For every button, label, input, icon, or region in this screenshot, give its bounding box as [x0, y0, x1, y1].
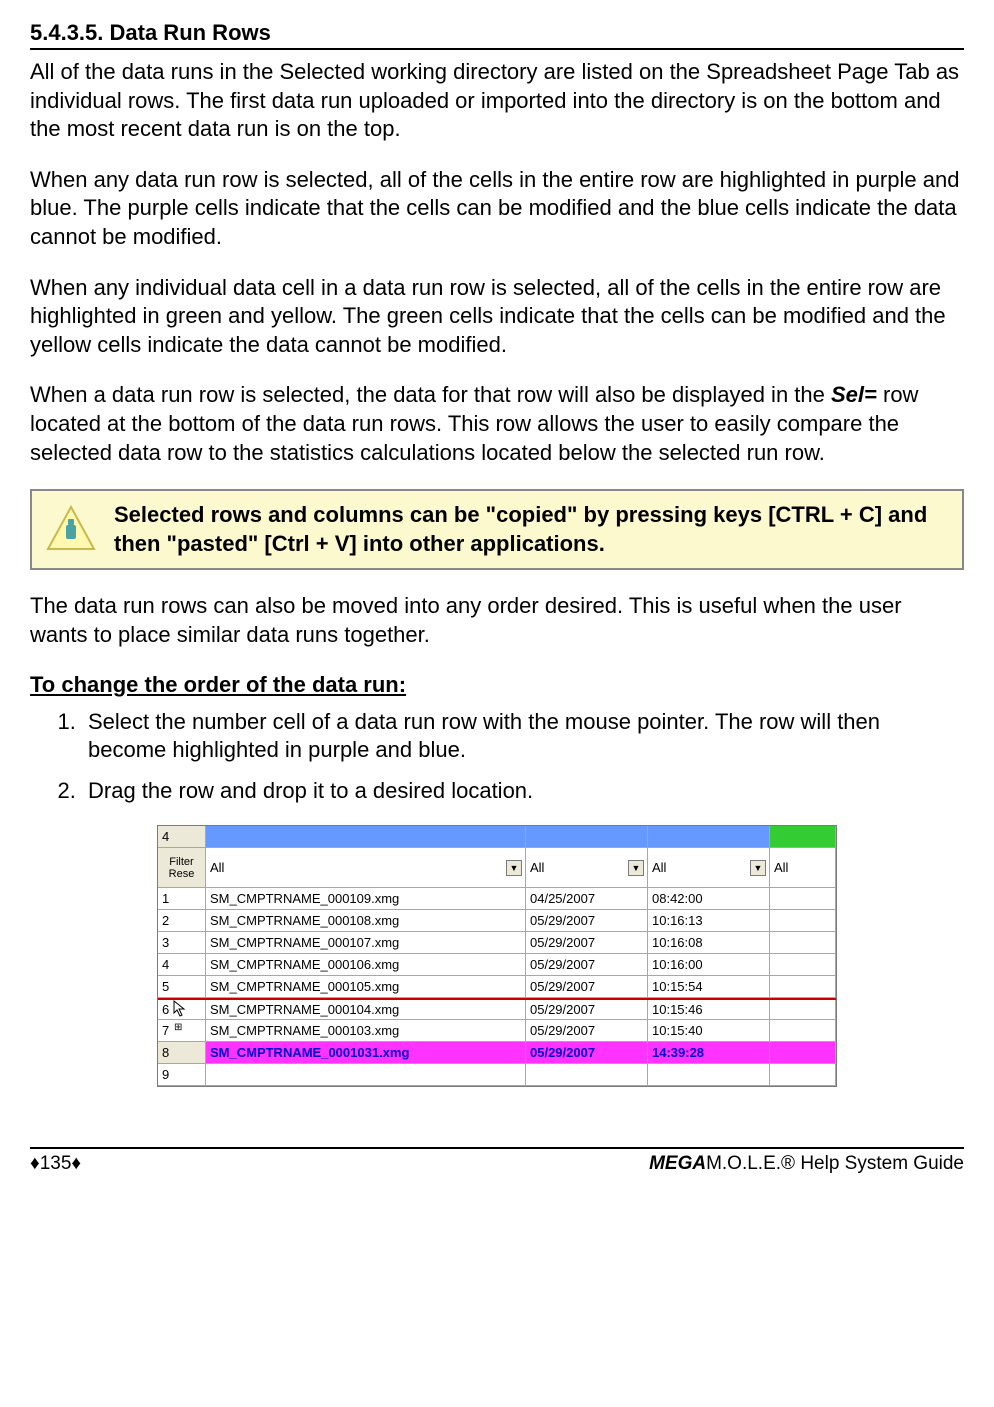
row-name-cell[interactable]	[206, 1064, 526, 1086]
header-extra-cell[interactable]	[770, 826, 836, 848]
row-time-cell[interactable]: 10:15:54	[648, 976, 770, 998]
row-index-cell[interactable]: 1	[158, 888, 206, 910]
header-date-cell[interactable]	[526, 826, 648, 848]
row-date-cell[interactable]: 05/29/2007	[526, 954, 648, 976]
tip-box: Selected rows and columns can be "copied…	[30, 489, 964, 570]
paragraph-5: The data run rows can also be moved into…	[30, 592, 964, 649]
row-time-cell[interactable]: 10:16:08	[648, 932, 770, 954]
row-date-cell[interactable]: 05/29/2007	[526, 1042, 648, 1064]
spreadsheet: 4 Filter Rese All ▼ All ▼ All ▼	[157, 825, 837, 1087]
row-time-cell[interactable]: 08:42:00	[648, 888, 770, 910]
row-name-cell[interactable]: SM_CMPTRNAME_000109.xmg	[206, 888, 526, 910]
row-extra-cell[interactable]	[770, 932, 836, 954]
row-date-cell[interactable]: 05/29/2007	[526, 1000, 648, 1020]
filter-extra-dropdown[interactable]: All	[770, 848, 836, 888]
paragraph-3: When any individual data cell in a data …	[30, 274, 964, 360]
row-name-cell[interactable]: SM_CMPTRNAME_000105.xmg	[206, 976, 526, 998]
filter-label-1: Filter	[169, 856, 193, 868]
footer-mega: MEGA	[649, 1153, 706, 1174]
table-row[interactable]: 2SM_CMPTRNAME_000108.xmg05/29/200710:16:…	[158, 910, 836, 932]
row-index-cell[interactable]: 4	[158, 954, 206, 976]
table-row[interactable]: 4SM_CMPTRNAME_000106.xmg05/29/200710:16:…	[158, 954, 836, 976]
row-date-cell[interactable]: 05/29/2007	[526, 1020, 648, 1042]
section-heading: 5.4.3.5. Data Run Rows	[30, 20, 964, 50]
subheading: To change the order of the data run:	[30, 672, 964, 698]
row-date-cell[interactable]: 05/29/2007	[526, 932, 648, 954]
header-name-cell[interactable]	[206, 826, 526, 848]
step-2: Drag the row and drop it to a desired lo…	[82, 777, 964, 806]
tip-icon	[46, 505, 96, 555]
row-index-cell[interactable]: 2	[158, 910, 206, 932]
row-index-cell[interactable]: 3	[158, 932, 206, 954]
row-extra-cell[interactable]	[770, 1020, 836, 1042]
steps-list: Select the number cell of a data run row…	[30, 708, 964, 806]
footer-page-number: ♦135♦	[30, 1153, 81, 1175]
chevron-down-icon[interactable]: ▼	[628, 860, 644, 876]
page-footer: ♦135♦ MEGAM.O.L.E.® Help System Guide	[30, 1147, 964, 1175]
row-time-cell[interactable]: 10:15:46	[648, 1000, 770, 1020]
filter-row: Filter Rese All ▼ All ▼ All ▼ All	[158, 848, 836, 888]
filter-label-2: Rese	[169, 868, 195, 880]
footer-rest: M.O.L.E.® Help System Guide	[706, 1153, 964, 1174]
row-date-cell[interactable]: 04/25/2007	[526, 888, 648, 910]
footer-guide-title: MEGAM.O.L.E.® Help System Guide	[649, 1153, 964, 1175]
table-row[interactable]: 8SM_CMPTRNAME_0001031.xmg05/29/200714:39…	[158, 1042, 836, 1064]
table-row[interactable]: 1SM_CMPTRNAME_000109.xmg04/25/200708:42:…	[158, 888, 836, 910]
row-index-cell[interactable]: 7⊞	[158, 1020, 206, 1042]
paragraph-2: When any data run row is selected, all o…	[30, 166, 964, 252]
row-extra-cell[interactable]	[770, 1000, 836, 1020]
header-idx-cell[interactable]: 4	[158, 826, 206, 848]
table-row[interactable]: 5SM_CMPTRNAME_000105.xmg05/29/200710:15:…	[158, 976, 836, 998]
filter-name-dropdown[interactable]: All ▼	[206, 848, 526, 888]
row-extra-cell[interactable]	[770, 976, 836, 998]
p4-emph: Sel=	[831, 382, 877, 407]
chevron-down-icon[interactable]: ▼	[750, 860, 766, 876]
table-row[interactable]: 9	[158, 1064, 836, 1086]
table-row[interactable]: 7⊞SM_CMPTRNAME_000103.xmg05/29/200710:15…	[158, 1020, 836, 1042]
row-name-cell[interactable]: SM_CMPTRNAME_0001031.xmg	[206, 1042, 526, 1064]
filter-time-dropdown[interactable]: All ▼	[648, 848, 770, 888]
filter-date-value: All	[530, 860, 544, 875]
filter-label-cell[interactable]: Filter Rese	[158, 848, 206, 888]
row-name-cell[interactable]: SM_CMPTRNAME_000107.xmg	[206, 932, 526, 954]
drag-indicator-icon: ⊞	[174, 1022, 182, 1033]
filter-date-dropdown[interactable]: All ▼	[526, 848, 648, 888]
row-time-cell[interactable]: 10:16:00	[648, 954, 770, 976]
row-time-cell[interactable]: 14:39:28	[648, 1042, 770, 1064]
row-extra-cell[interactable]	[770, 910, 836, 932]
row-index-cell[interactable]: 8	[158, 1042, 206, 1064]
row-extra-cell[interactable]	[770, 954, 836, 976]
filter-time-value: All	[652, 860, 666, 875]
row-extra-cell[interactable]	[770, 1042, 836, 1064]
paragraph-1: All of the data runs in the Selected wor…	[30, 58, 964, 144]
paragraph-4: When a data run row is selected, the dat…	[30, 381, 964, 467]
filter-extra-value: All	[774, 860, 788, 875]
row-time-cell[interactable]	[648, 1064, 770, 1086]
table-row[interactable]: 3SM_CMPTRNAME_000107.xmg05/29/200710:16:…	[158, 932, 836, 954]
row-name-cell[interactable]: SM_CMPTRNAME_000104.xmg	[206, 1000, 526, 1020]
row-index-cell[interactable]: 6	[158, 1000, 206, 1020]
tip-text: Selected rows and columns can be "copied…	[114, 501, 948, 558]
filter-name-value: All	[210, 860, 224, 875]
row-date-cell[interactable]: 05/29/2007	[526, 976, 648, 998]
cursor-icon	[172, 1000, 188, 1020]
screenshot-wrap: 4 Filter Rese All ▼ All ▼ All ▼	[30, 825, 964, 1087]
row-extra-cell[interactable]	[770, 1064, 836, 1086]
step-1: Select the number cell of a data run row…	[82, 708, 964, 765]
row-index-cell[interactable]: 5	[158, 976, 206, 998]
p4-prefix: When a data run row is selected, the dat…	[30, 382, 831, 407]
row-name-cell[interactable]: SM_CMPTRNAME_000106.xmg	[206, 954, 526, 976]
row-time-cell[interactable]: 10:16:13	[648, 910, 770, 932]
spreadsheet-header-row: 4	[158, 826, 836, 848]
row-index-cell[interactable]: 9	[158, 1064, 206, 1086]
table-row[interactable]: 6SM_CMPTRNAME_000104.xmg05/29/200710:15:…	[158, 998, 836, 1020]
row-extra-cell[interactable]	[770, 888, 836, 910]
row-time-cell[interactable]: 10:15:40	[648, 1020, 770, 1042]
row-date-cell[interactable]	[526, 1064, 648, 1086]
row-name-cell[interactable]: SM_CMPTRNAME_000103.xmg	[206, 1020, 526, 1042]
row-name-cell[interactable]: SM_CMPTRNAME_000108.xmg	[206, 910, 526, 932]
header-time-cell[interactable]	[648, 826, 770, 848]
chevron-down-icon[interactable]: ▼	[506, 860, 522, 876]
row-date-cell[interactable]: 05/29/2007	[526, 910, 648, 932]
